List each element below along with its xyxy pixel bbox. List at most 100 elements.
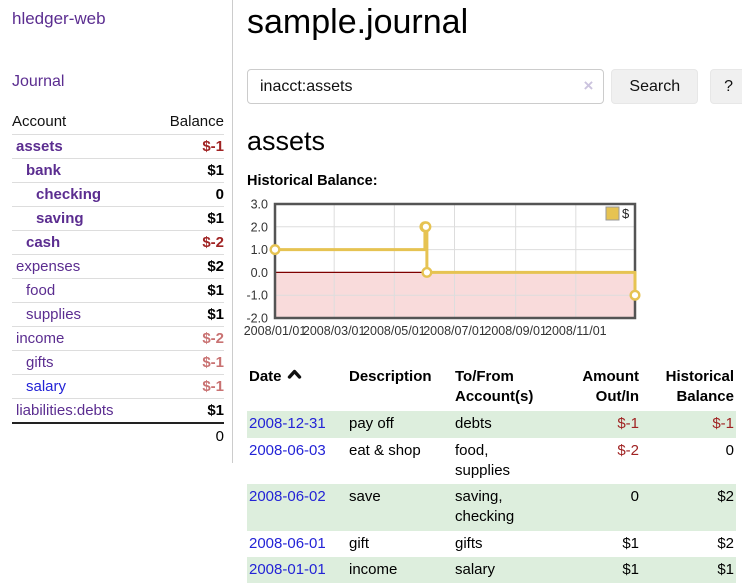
svg-text:0.0: 0.0 bbox=[251, 266, 268, 280]
register-col-description: Description bbox=[349, 367, 432, 385]
register-row: 2008-06-01 gift gifts $1 $2 bbox=[247, 531, 736, 557]
register-cell-amount: $-1 bbox=[617, 415, 639, 433]
account-row: income $-2 bbox=[12, 326, 224, 351]
register-cell-description: save bbox=[349, 488, 381, 506]
transaction-date-link[interactable]: 2008-06-03 bbox=[249, 441, 326, 459]
account-link[interactable]: supplies bbox=[26, 306, 82, 323]
accounts-total-value: 0 bbox=[150, 422, 224, 449]
account-balance: $1 bbox=[150, 302, 224, 327]
account-row: food $1 bbox=[12, 278, 224, 303]
historical-balance-chart: 3.0 2.0 1.0 0.0 -1.0 -2.0 2008/01/01 2008/03/01… bbox=[244, 196, 742, 346]
account-balance: $1 bbox=[150, 398, 224, 424]
svg-text:-2.0: -2.0 bbox=[246, 311, 268, 325]
accounts-header-account: Account bbox=[12, 110, 151, 135]
account-balance: $1 bbox=[150, 278, 224, 303]
register-cell-description: gift bbox=[349, 534, 370, 552]
register-cell-accounts: debts bbox=[455, 415, 492, 433]
sidebar: hledger-web Journal Account Balance asse… bbox=[0, 0, 233, 463]
account-link[interactable]: bank bbox=[26, 162, 62, 179]
register-col-date[interactable]: Date bbox=[247, 365, 347, 412]
accounts-table: Account Balance assets $-1 bank $1 checking 0… bbox=[12, 110, 224, 449]
register-row: 2008-12-31 pay off debts $-1 $-1 bbox=[247, 411, 736, 438]
help-button[interactable]: ? bbox=[710, 69, 742, 105]
register-cell-amount: 0 bbox=[630, 488, 639, 506]
account-row: bank $1 bbox=[12, 158, 224, 183]
account-balance: $-1 bbox=[150, 350, 224, 375]
account-row: cash $-2 bbox=[12, 230, 224, 255]
account-balance: $-2 bbox=[150, 230, 224, 255]
register-cell-balance: 0 bbox=[725, 441, 734, 459]
register-cell-description: eat & shop bbox=[349, 441, 421, 459]
account-row: gifts $-1 bbox=[12, 350, 224, 375]
transaction-date-link[interactable]: 2008-01-01 bbox=[249, 560, 326, 578]
account-balance: 0 bbox=[150, 182, 224, 207]
chart-label: Historical Balance: bbox=[247, 172, 378, 189]
register-cell-balance: $-1 bbox=[712, 415, 734, 433]
sort-ascending-icon bbox=[287, 369, 301, 379]
register-cell-balance: $1 bbox=[717, 560, 734, 578]
main-content: sample.journal × Search ? assets Histori… bbox=[233, 0, 742, 583]
sidebar-item-journal[interactable]: Journal bbox=[12, 73, 65, 90]
transaction-date-link[interactable]: 2008-06-01 bbox=[249, 534, 326, 552]
accounts-header-balance: Balance bbox=[150, 110, 224, 135]
register-col-tofrom: To/From Account(s) bbox=[455, 367, 534, 406]
register-cell-accounts: food, supplies bbox=[455, 441, 511, 479]
account-title: assets bbox=[247, 126, 326, 157]
account-link[interactable]: expenses bbox=[16, 258, 81, 275]
register-cell-amount: $-2 bbox=[617, 441, 639, 459]
account-row: supplies $1 bbox=[12, 302, 224, 327]
clear-search-icon[interactable]: × bbox=[583, 76, 594, 96]
app-title-link[interactable]: hledger-web bbox=[12, 9, 106, 28]
register-cell-balance: $2 bbox=[717, 534, 734, 552]
register-cell-description: pay off bbox=[349, 415, 394, 433]
account-balance: $-1 bbox=[150, 374, 224, 399]
account-link[interactable]: income bbox=[16, 330, 65, 347]
register-col-historical: Historical Balance bbox=[665, 367, 734, 406]
page-title: sample.journal bbox=[247, 3, 469, 41]
search-button[interactable]: Search bbox=[611, 69, 699, 105]
transaction-date-link[interactable]: 2008-12-31 bbox=[249, 415, 326, 433]
register-cell-date: 2008-06-01 bbox=[247, 531, 347, 557]
register-cell-date: 2008-06-02 bbox=[247, 484, 347, 531]
register-row: 2008-01-01 income salary $1 $1 bbox=[247, 556, 736, 583]
register-cell-accounts: saving, checking bbox=[455, 488, 515, 526]
accounts-total-row: 0 bbox=[12, 422, 224, 449]
account-balance: $-1 bbox=[150, 134, 224, 159]
account-balance: $-2 bbox=[150, 326, 224, 351]
register-col-amount: Amount Out/In bbox=[582, 367, 639, 406]
register-cell-date: 2008-01-01 bbox=[247, 557, 347, 583]
search-bar: × Search ? bbox=[247, 69, 742, 105]
register-row: 2008-06-02 save saving, checking 0 $2 bbox=[247, 484, 736, 531]
accounts-header-row: Account Balance bbox=[12, 110, 224, 135]
search-input[interactable] bbox=[247, 69, 605, 105]
svg-text:2008/09/01: 2008/09/01 bbox=[484, 324, 547, 338]
account-link[interactable]: liabilities:debts bbox=[16, 402, 114, 419]
register-row: 2008-06-03 eat & shop food, supplies $-2 0 bbox=[247, 438, 736, 485]
account-link[interactable]: checking bbox=[36, 186, 102, 203]
account-link[interactable]: saving bbox=[36, 210, 84, 227]
svg-text:2008/11/01: 2008/11/01 bbox=[545, 324, 607, 338]
account-balance: $1 bbox=[150, 206, 224, 231]
svg-text:2008/07/01: 2008/07/01 bbox=[423, 324, 486, 338]
search-box: × bbox=[247, 69, 605, 105]
chart-svg: 3.0 2.0 1.0 0.0 -1.0 -2.02008/01/012008/03/01… bbox=[244, 197, 641, 338]
account-link[interactable]: cash bbox=[26, 234, 61, 251]
svg-text:-1.0: -1.0 bbox=[246, 288, 268, 302]
account-link[interactable]: food bbox=[26, 282, 56, 299]
svg-text:2008/01/01: 2008/01/01 bbox=[244, 324, 307, 338]
transaction-date-link[interactable]: 2008-06-02 bbox=[249, 488, 326, 506]
account-link[interactable]: gifts bbox=[26, 354, 54, 371]
account-balance: $1 bbox=[150, 158, 224, 183]
svg-text:3.0: 3.0 bbox=[251, 197, 268, 211]
svg-text:2008/03/01: 2008/03/01 bbox=[303, 324, 366, 338]
register-cell-amount: $1 bbox=[622, 560, 639, 578]
account-link[interactable]: salary bbox=[26, 378, 67, 395]
account-link[interactable]: assets bbox=[16, 138, 63, 155]
register-table: Date Description To/From Account(s) Amount Ou… bbox=[247, 365, 736, 583]
register-cell-balance: $2 bbox=[717, 488, 734, 506]
account-row: salary $-1 bbox=[12, 374, 224, 399]
account-row: expenses $2 bbox=[12, 254, 224, 279]
register-cell-accounts: gifts bbox=[455, 534, 483, 552]
account-row: saving $1 bbox=[12, 206, 224, 231]
